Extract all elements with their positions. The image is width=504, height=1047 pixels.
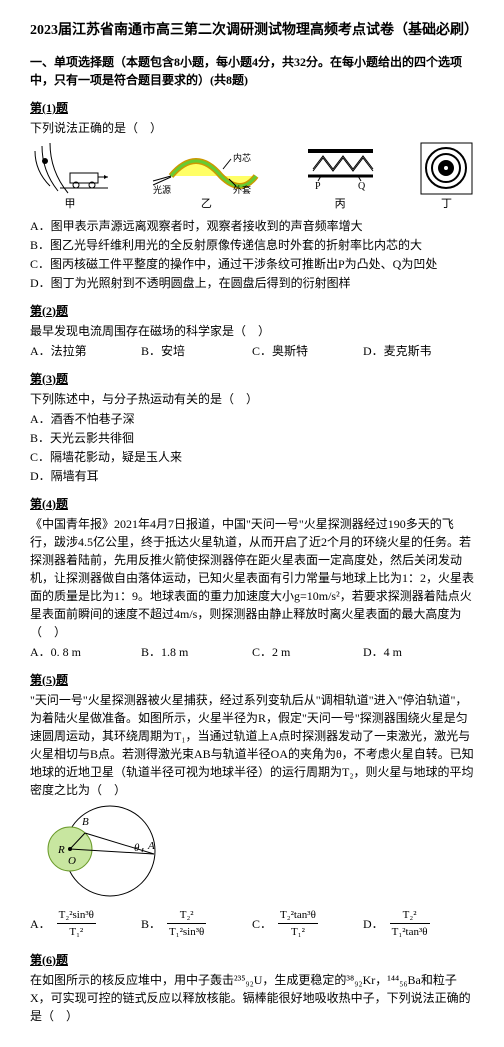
q4-num: 第(4)题	[30, 495, 474, 513]
q5-opt-d: D． T₂²T₁²tan³θ	[363, 907, 474, 941]
q5-num: 第(5)题	[30, 671, 474, 689]
q1-figures: 甲 光源 内芯 外套 乙 P Q 丙	[30, 141, 474, 213]
q1-fig-c-label: 丙	[303, 196, 378, 213]
q5-opt-b: B． T₂²T₁²sin³θ	[141, 907, 252, 941]
q1-opt-b: B．图乙光导纤维利用光的全反射原像传递信息时外套的折射率比内芯的大	[30, 236, 474, 254]
q2-opt-a: A．法拉第	[30, 342, 141, 360]
page-title: 2023届江苏省南通市高三第二次调研测试物理高频考点试卷（基础必刷）	[30, 20, 474, 41]
q4-opt-c: C．2 m	[252, 643, 363, 661]
q1-stem: 下列说法正确的是（ ）	[30, 119, 474, 137]
q4-opt-d: D．4 m	[363, 643, 474, 661]
q2-opt-d: D．麦克斯韦	[363, 342, 474, 360]
svg-text:P: P	[315, 181, 321, 192]
q1-fig-b-label: 乙	[151, 196, 261, 213]
svg-text:Q: Q	[358, 181, 366, 192]
q3-opt-a: A．酒香不怕巷子深	[30, 410, 474, 428]
section1-head: 一、单项选择题（本题包含8小题，每小题4分，共32分。在每小题给出的四个选项中，…	[30, 53, 474, 89]
q6-stem: 在如图所示的核反应堆中，用中子轰击²³⁵₉₂U，生成更稳定的³⁸₉₂Kr，¹⁴⁴…	[30, 971, 474, 1025]
q3-options: A．酒香不怕巷子深 B．天光云影共徘徊 C．隔墙花影动，疑是玉人来 D．隔墙有耳	[30, 410, 474, 485]
q3-opt-c: C．隔墙花影动，疑是玉人来	[30, 448, 474, 466]
q5-stem: "天问一号"火星探测器被火星捕获，经过系列变轨后从"调相轨道"进入"停泊轨道"，…	[30, 691, 474, 799]
q3-opt-b: B．天光云影共徘徊	[30, 429, 474, 447]
q4-opt-b: B．1.8 m	[141, 643, 252, 661]
svg-text:θ: θ	[134, 842, 140, 854]
q4-opt-a: A．0. 8 m	[30, 643, 141, 661]
q5-opt-c: C． T₂²tan³θT₁²	[252, 907, 363, 941]
q1-fig-d-label: 丁	[419, 196, 474, 213]
q4-stem: 《中国青年报》2021年4月7日报道，中国"天问一号"火星探测器经过190多天的…	[30, 515, 474, 641]
q2-num: 第(2)题	[30, 302, 474, 320]
svg-text:内芯: 内芯	[233, 152, 251, 163]
q4-options: A．0. 8 m B．1.8 m C．2 m D．4 m	[30, 643, 474, 661]
q5-figure: R O B A θ	[30, 801, 474, 901]
q1-fig-a	[30, 141, 110, 196]
q5-opt-a: A． T₂²sin³θT₁²	[30, 907, 141, 941]
q1-opt-c: C．图丙核磁工件平整度的操作中，通过干涉条纹可推断出P为凸处、Q为凹处	[30, 255, 474, 273]
q1-fig-d	[419, 141, 474, 196]
q1-opt-a: A．图甲表示声源远离观察者时，观察者接收到的声音频率增大	[30, 217, 474, 235]
q1-fig-a-label: 甲	[30, 196, 110, 213]
svg-text:O: O	[68, 855, 76, 867]
q6-num: 第(6)题	[30, 951, 474, 969]
q2-opt-c: C．奥斯特	[252, 342, 363, 360]
q2-opt-b: B．安培	[141, 342, 252, 360]
q3-opt-d: D．隔墙有耳	[30, 467, 474, 485]
q2-options: A．法拉第 B．安培 C．奥斯特 D．麦克斯韦	[30, 342, 474, 360]
svg-text:光源: 光源	[153, 184, 171, 195]
q3-num: 第(3)题	[30, 370, 474, 388]
q1-options: A．图甲表示声源远离观察者时，观察者接收到的声音频率增大 B．图乙光导纤维利用光…	[30, 217, 474, 292]
q1-opt-d: D．图丁为光照射到不透明圆盘上，在圆盘后得到的衍射图样	[30, 274, 474, 292]
q3-stem: 下列陈述中，与分子热运动有关的是（ ）	[30, 390, 474, 408]
q5-options: A． T₂²sin³θT₁² B． T₂²T₁²sin³θ C． T₂²tan³…	[30, 907, 474, 941]
q2-stem: 最早发现电流周围存在磁场的科学家是（ ）	[30, 322, 474, 340]
q1-fig-b: 光源 内芯 外套	[151, 141, 261, 196]
q1-fig-c: P Q	[303, 141, 378, 196]
svg-text:R: R	[57, 844, 65, 856]
q1-num: 第(1)题	[30, 99, 474, 117]
svg-text:B: B	[82, 816, 89, 828]
svg-text:A: A	[147, 840, 155, 852]
